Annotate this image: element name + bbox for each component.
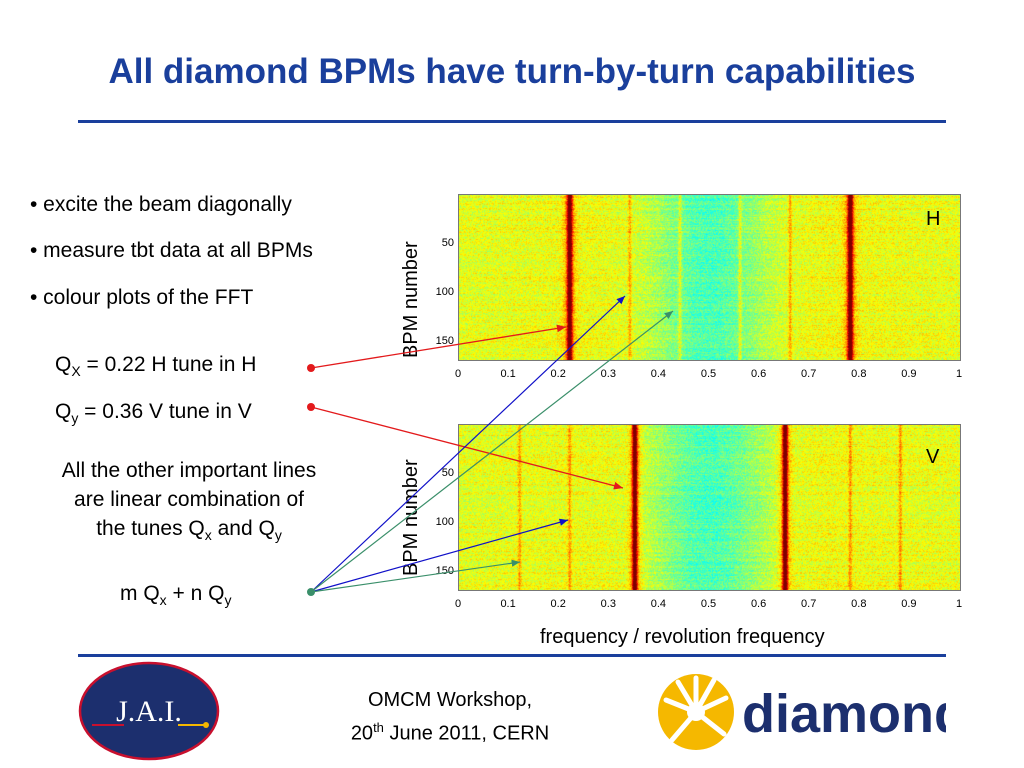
qy-arrow-origin	[307, 403, 315, 411]
v-plane-label: V	[926, 446, 940, 468]
qx-arrow	[310, 324, 567, 369]
jai-logo: J.A.I.	[78, 661, 220, 766]
x-tick-label: 1	[955, 598, 963, 610]
linear-combination-note: All the other important lines are linear…	[61, 459, 317, 544]
h-heatmap-canvas	[459, 195, 960, 360]
x-tick-label: 0.9	[901, 598, 917, 610]
x-tick-label: 0.4	[650, 368, 667, 380]
qy-label: Qy = 0.36 V tune in V	[55, 400, 252, 427]
h-ytick: 50	[441, 237, 454, 249]
v-ytick: 50	[441, 467, 454, 479]
x-tick-label: 0.1	[500, 368, 516, 380]
footer-text: OMCM Workshop, 20th June 2011, CERN	[350, 689, 550, 745]
x-tick-label: 0.5	[700, 368, 717, 380]
x-axis-label: frequency / revolution frequency	[540, 626, 825, 648]
x-tick-label: 0	[454, 368, 462, 380]
diamond-wordmark: diamond	[742, 684, 946, 744]
x-tick-label: 0.6	[750, 368, 767, 380]
qy-arrow	[310, 406, 624, 490]
v-heatmap-canvas	[459, 425, 960, 590]
qx-arrow-origin	[307, 364, 315, 372]
x-tick-label: 0.8	[851, 368, 867, 380]
x-tick-label: 0.5	[700, 598, 717, 610]
h-ytick: 150	[435, 335, 454, 347]
diamond-logo: diamond	[656, 670, 967, 759]
title-underline	[78, 120, 946, 123]
combo-arrow-blue-2	[310, 518, 569, 593]
slide-title: All diamond BPMs have turn-by-turn capab…	[108, 52, 916, 91]
combo-arrow-blue-1	[310, 295, 626, 593]
x-tick-label: 0.7	[801, 598, 817, 610]
x-tick-label: 0	[454, 598, 462, 610]
footer-rule	[78, 654, 946, 657]
combination-formula: m Qx + n Qy	[120, 582, 232, 609]
bullet-colour: • colour plots of the FFT	[30, 286, 254, 309]
h-plane-heatmap	[458, 194, 961, 361]
x-tick-label: 0.4	[650, 598, 667, 610]
combo-arrow-green-2	[310, 559, 521, 593]
x-tick-label: 0.8	[851, 598, 867, 610]
combo-arrow-origin	[307, 588, 315, 596]
x-tick-label: 0.1	[500, 598, 516, 610]
x-tick-label: 1	[955, 368, 963, 380]
v-ytick: 100	[435, 516, 454, 528]
h-plane-label: H	[926, 208, 941, 230]
h-ytick: 100	[435, 286, 454, 298]
diamond-star-icon	[658, 674, 734, 750]
jai-logo-text: J.A.I.	[116, 695, 182, 728]
x-tick-label: 0.2	[550, 598, 566, 610]
x-tick-label: 0.7	[801, 368, 817, 380]
v-plane-heatmap	[458, 424, 961, 591]
x-tick-label: 0.3	[600, 598, 616, 610]
combo-arrow-green-1	[310, 310, 674, 593]
x-tick-label: 0.2	[550, 368, 566, 380]
bullet-measure: • measure tbt data at all BPMs	[30, 239, 313, 262]
x-tick-label: 0.3	[600, 368, 616, 380]
qx-label: QX = 0.22 H tune in H	[55, 353, 257, 380]
x-tick-label: 0.6	[750, 598, 767, 610]
x-tick-label: 0.9	[901, 368, 917, 380]
bullet-excite: • excite the beam diagonally	[30, 193, 292, 216]
